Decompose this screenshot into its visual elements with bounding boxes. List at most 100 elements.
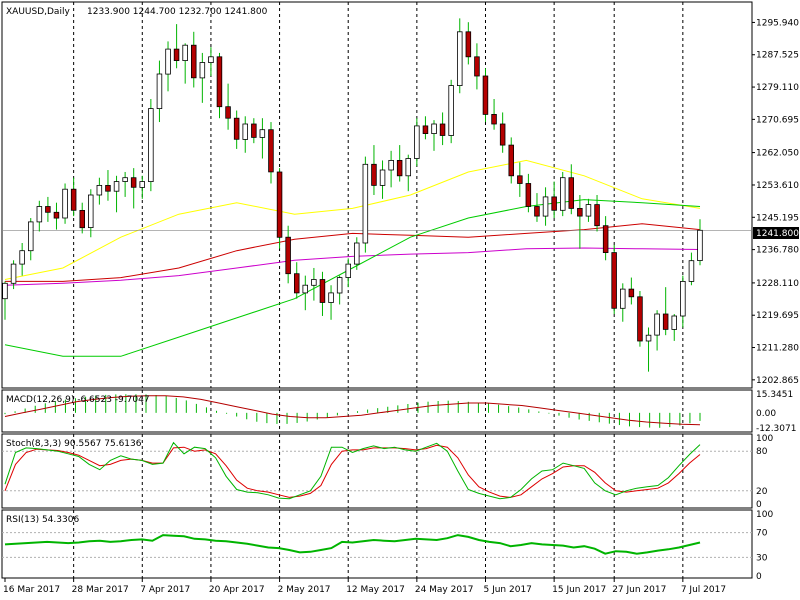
bullish-candle xyxy=(62,188,68,219)
price-axis-label: 1219.695 xyxy=(756,311,799,321)
bearish-candle xyxy=(396,159,403,177)
bullish-candle xyxy=(242,123,248,140)
current-price-label: 1241.800 xyxy=(756,229,799,239)
moving-average-line xyxy=(4,247,701,286)
price-axis-label: 1279.110 xyxy=(756,83,799,93)
bearish-candle xyxy=(105,184,111,192)
bullish-candle xyxy=(36,206,43,223)
bearish-candle xyxy=(422,125,429,135)
bullish-candle xyxy=(405,158,411,177)
price-axis-label: 1270.695 xyxy=(756,115,799,125)
time-axis-label: 27 Jun 2017 xyxy=(612,585,666,595)
bearish-candle xyxy=(534,206,540,217)
bullish-candle xyxy=(2,282,8,300)
bullish-candle xyxy=(542,196,549,217)
bearish-candle xyxy=(491,114,497,125)
time-axis-label: 16 Mar 2017 xyxy=(3,585,60,595)
price-axis-label: 1295.940 xyxy=(756,18,799,28)
bullish-candle xyxy=(311,279,317,286)
stochastic-label: Stoch(8,3,3) 90.5567 75.6136 xyxy=(6,439,142,449)
price-axis-label: 1262.050 xyxy=(756,149,799,159)
bullish-candle xyxy=(680,280,686,317)
bullish-candle xyxy=(560,177,566,211)
bullish-candle xyxy=(328,292,334,303)
bearish-candle xyxy=(251,123,257,138)
axis-labels: 1295.940 1287.525 1279.110 1270.695 1262.050… xyxy=(3,18,799,595)
bearish-candle xyxy=(662,313,669,330)
moving-average-line xyxy=(4,199,701,357)
bearish-candle xyxy=(577,207,583,217)
bullish-candle xyxy=(182,44,188,62)
bullish-candle xyxy=(113,181,120,192)
bearish-candle xyxy=(285,236,291,275)
price-axis-label: 1228.110 xyxy=(756,279,799,289)
time-axis-label: 2 May 2017 xyxy=(278,585,331,595)
bullish-candle xyxy=(19,250,25,265)
bullish-candle xyxy=(448,85,454,136)
moving-average-line xyxy=(4,159,701,280)
bullish-candle xyxy=(345,263,351,278)
bullish-candle xyxy=(362,163,369,244)
bearish-candle xyxy=(611,252,617,309)
bullish-candle xyxy=(336,277,343,294)
bearish-candle xyxy=(568,177,575,209)
macd-panel-frame xyxy=(1,389,753,433)
bullish-candle xyxy=(10,263,17,284)
price-chart xyxy=(2,18,752,372)
time-axis-label: 15 Jun 2017 xyxy=(552,585,606,595)
time-axis-label: 28 Mar 2017 xyxy=(72,585,129,595)
time-axis-label: 20 Apr 2017 xyxy=(209,585,265,595)
stochastic-axis-label: 20 xyxy=(756,487,768,497)
bullish-candle xyxy=(139,181,145,188)
bullish-candle xyxy=(585,204,592,217)
price-axis-label: 1245.195 xyxy=(756,213,799,223)
macd-axis-label: 15.3451 xyxy=(756,390,793,400)
rsi-axis-label: 30 xyxy=(756,553,768,563)
bullish-candle xyxy=(388,159,394,171)
bullish-candle xyxy=(645,334,652,342)
rsi-chart xyxy=(2,532,752,558)
bearish-candle xyxy=(602,225,609,253)
bearish-candle xyxy=(225,106,231,119)
bearish-candle xyxy=(628,288,635,298)
price-axis-label: 1287.525 xyxy=(756,51,799,61)
bearish-candle xyxy=(499,123,506,146)
stochastic-panel-frame xyxy=(1,433,753,509)
bearish-candle xyxy=(216,56,223,108)
bullish-candle xyxy=(96,184,103,196)
bullish-candle xyxy=(156,73,163,109)
bearish-candle xyxy=(276,171,283,238)
bearish-candle xyxy=(53,211,60,219)
price-panel-frame xyxy=(1,1,753,389)
bearish-candle xyxy=(637,296,643,342)
stochastic-axis-label: 0 xyxy=(756,500,762,510)
bullish-candle xyxy=(88,194,94,228)
bullish-candle xyxy=(456,31,463,86)
bullish-candle xyxy=(353,242,360,265)
bearish-candle xyxy=(439,123,446,136)
bearish-candle xyxy=(130,177,137,188)
time-axis-label: 7 Jul 2017 xyxy=(681,585,726,595)
bearish-candle xyxy=(293,273,300,294)
bullish-candle xyxy=(697,229,703,262)
bullish-candle xyxy=(27,221,34,252)
bullish-candle xyxy=(379,169,386,186)
rsi-panel-frame xyxy=(1,509,753,579)
bearish-candle xyxy=(482,75,489,115)
macd-signal-line xyxy=(4,395,701,426)
symbol-label: XAUUSD,Daily xyxy=(6,7,70,17)
bullish-candle xyxy=(122,177,128,182)
macd-chart xyxy=(4,394,701,428)
bullish-candle xyxy=(165,48,171,75)
bullish-candle xyxy=(199,62,206,79)
bearish-candle xyxy=(190,44,197,79)
bullish-candle xyxy=(431,123,437,135)
stochastic-signal-line xyxy=(4,444,701,498)
bearish-candle xyxy=(474,56,480,77)
bullish-candle xyxy=(208,56,214,63)
bearish-candle xyxy=(517,175,523,184)
rsi-axis-label: 100 xyxy=(756,510,773,520)
rsi-label: RSI(13) 54.3306 xyxy=(6,515,79,525)
